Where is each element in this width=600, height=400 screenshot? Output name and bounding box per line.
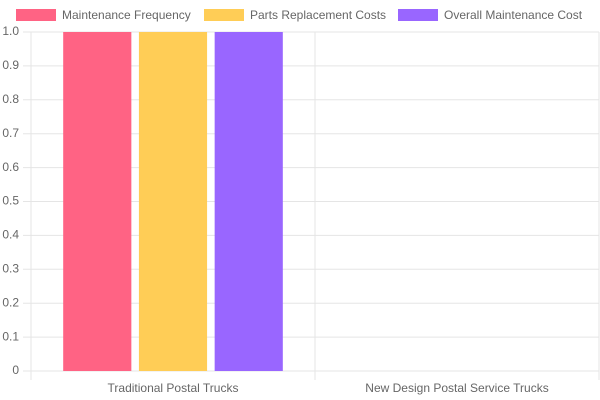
legend-label: Maintenance Frequency [62, 8, 191, 22]
y-tick-label: 0.2 [2, 295, 19, 309]
y-tick-label: 0 [12, 363, 19, 377]
y-tick-label: 0.7 [2, 126, 19, 140]
y-tick-label: 1.0 [2, 24, 19, 38]
y-tick-label: 0.3 [2, 261, 19, 275]
bar [214, 32, 283, 371]
legend-swatch [16, 9, 56, 21]
y-tick-label: 0.8 [2, 92, 19, 106]
y-tick-label: 0.1 [2, 329, 19, 343]
y-tick-label: 0.4 [2, 228, 19, 242]
y-tick-label: 0.6 [2, 160, 19, 174]
legend-swatch [204, 9, 244, 21]
x-tick-label: Traditional Postal Trucks [108, 381, 239, 395]
legend-label: Overall Maintenance Cost [444, 8, 583, 22]
y-tick-label: 0.9 [2, 58, 19, 72]
bar [138, 32, 208, 371]
legend-label: Parts Replacement Costs [250, 8, 386, 22]
x-tick-label: New Design Postal Service Trucks [365, 381, 548, 395]
y-tick-label: 0.5 [2, 194, 19, 208]
bar [63, 32, 132, 371]
legend-swatch [398, 9, 438, 21]
